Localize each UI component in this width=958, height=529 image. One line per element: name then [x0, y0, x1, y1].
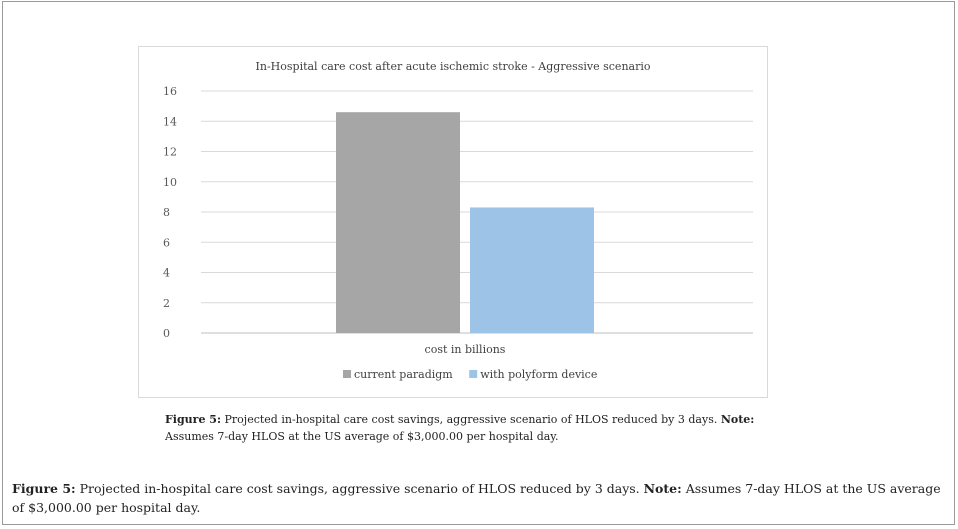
y-tick-label: 4 [163, 267, 170, 280]
y-tick-label: 0 [163, 327, 170, 340]
y-tick-label: 8 [163, 206, 170, 219]
legend-label: current paradigm [354, 368, 453, 381]
chart-container: In-Hospital care cost after acute ischem… [138, 46, 768, 398]
y-tick-label: 14 [163, 115, 177, 128]
y-tick-label: 10 [163, 176, 177, 189]
x-category-label: cost in billions [425, 343, 506, 356]
caption-note-text: Assumes 7-day HLOS at the US average of … [12, 481, 941, 515]
caption-label: Figure 5: [165, 413, 222, 426]
figure-caption-inner: Figure 5: Projected in-hospital care cos… [165, 411, 805, 445]
caption-text: Projected in-hospital care cost savings,… [221, 413, 721, 426]
legend-label: with polyform device [480, 368, 597, 381]
caption-note-label: Note: [643, 481, 682, 496]
legend-swatch [343, 370, 351, 378]
figure-caption-outer: Figure 5: Projected in-hospital care cos… [12, 479, 956, 517]
chart-title: In-Hospital care cost after acute ischem… [255, 60, 651, 73]
caption-note-label: Note: [720, 413, 755, 426]
caption-text: Projected in-hospital care cost savings,… [75, 481, 644, 496]
y-tick-label: 16 [163, 85, 177, 98]
bar-current-paradigm [336, 112, 460, 333]
y-tick-label: 6 [163, 236, 170, 249]
y-tick-label: 12 [163, 146, 177, 159]
caption-note-text: Assumes 7-day HLOS at the US average of … [165, 430, 559, 443]
bar-chart: 0 2 4 6 8 10 12 14 16 cost in billions current par… [163, 85, 753, 381]
y-tick-label: 2 [163, 297, 170, 310]
caption-label: Figure 5: [12, 481, 76, 496]
bar-with-polyform-device [470, 207, 594, 333]
legend-swatch [469, 370, 478, 378]
